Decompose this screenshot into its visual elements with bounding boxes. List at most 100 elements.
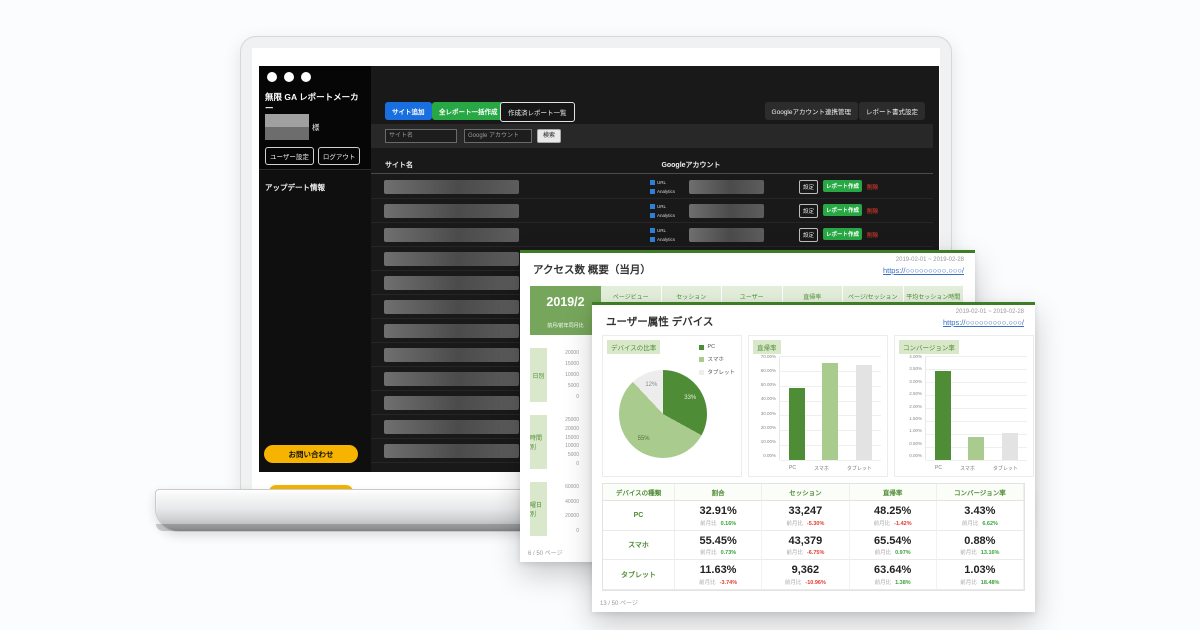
metric-change: 前月比 1.38%: [850, 578, 936, 586]
metric-value: 3.43%: [964, 505, 996, 517]
row-settings-button[interactable]: 設定: [799, 228, 819, 242]
gridline: [926, 434, 1027, 435]
change-label: 前月比: [874, 550, 892, 557]
change-label: 前月比: [961, 520, 979, 527]
create-report-button[interactable]: レポート作成: [823, 228, 863, 240]
metric-change: 前月比 -5.30%: [762, 519, 848, 527]
pie-legend: PC スマホ タブレット: [699, 344, 735, 381]
gridline: [926, 356, 1027, 357]
metric-tab[interactable]: ユーザー: [722, 286, 783, 306]
metric-change: 前月比 0.73%: [675, 548, 761, 556]
change-value: 0.73%: [720, 550, 737, 557]
window-control-dot[interactable]: [284, 72, 294, 82]
x-tick-label: タブレット: [992, 466, 1018, 472]
user-name-suffix: 様: [312, 122, 320, 132]
report-section: 時間別 25000 20000 15000 10000 5000 0: [530, 415, 598, 469]
site-name-placeholder: [384, 252, 519, 266]
metric-value: 32.91%: [699, 505, 737, 517]
delete-link[interactable]: 削除: [867, 233, 879, 239]
axis-tick: 10000: [565, 443, 579, 450]
metric-tab[interactable]: 平均セッション時間: [906, 294, 961, 301]
delete-link[interactable]: 削除: [867, 185, 879, 191]
site-name-placeholder: [384, 300, 519, 314]
logout-button[interactable]: ログアウト: [317, 147, 361, 165]
window-control-dot[interactable]: [267, 72, 277, 82]
metric-value: 9,362: [791, 564, 820, 577]
metric-tab[interactable]: 直帰率: [783, 286, 843, 306]
add-site-button[interactable]: サイト追加: [385, 102, 432, 120]
gridline: [926, 395, 1027, 396]
delete-link[interactable]: 削除: [867, 209, 879, 215]
google-account-link-button[interactable]: Googleアカウント連携管理: [764, 102, 858, 120]
axis-tick: 0: [576, 527, 579, 534]
report-site-link[interactable]: https://○○○○○○○○○.○○○/: [942, 318, 1024, 327]
metric-cell: 0.88% 前月比 13.16%: [936, 530, 1024, 561]
x-tick-label: PC: [935, 465, 942, 471]
window-control-dot[interactable]: [301, 72, 311, 82]
y-tick-label: 0.00%: [763, 452, 776, 458]
created-reports-button[interactable]: 作成済レポート一覧: [500, 102, 575, 122]
bars: [780, 356, 881, 460]
site-column-header: サイト名: [385, 162, 413, 169]
y-tick-label: 4.00%: [909, 354, 922, 359]
axis-tick: 20000: [565, 350, 579, 356]
contact-button-partial[interactable]: [269, 485, 353, 489]
site-name-input[interactable]: [385, 129, 457, 143]
legend-label: タブレット: [707, 370, 735, 376]
google-account-input[interactable]: [464, 129, 532, 143]
x-tick-label: スマホ: [814, 466, 829, 472]
create-report-button[interactable]: レポート作成: [823, 180, 863, 192]
account-column-header: Googleアカウント: [661, 162, 721, 169]
report-settings-button[interactable]: レポート書式設定: [859, 102, 925, 120]
metric-tab[interactable]: ページビュー: [601, 286, 662, 306]
change-value: -6.75%: [806, 550, 825, 557]
y-tick-label: 40.00%: [760, 396, 776, 402]
bar: [968, 437, 985, 460]
axis-tick: 15000: [565, 434, 579, 441]
metric-value: 48.25%: [873, 505, 912, 517]
bar: [856, 365, 873, 460]
toolbar: サイト追加 全レポート一括作成 作成済レポート一覧 Googleアカウント連携管…: [371, 102, 939, 122]
report-section: 日別 20000 15000 10000 5000 0: [530, 348, 598, 402]
url-link[interactable]: URL: [650, 178, 675, 187]
sidebar-item-update-info[interactable]: アップデート情報: [265, 183, 325, 192]
metric-tabs: ページビュー セッション ユーザー 直帰率 ページ/セッション 平均セッション時間: [601, 286, 963, 306]
change-label: 前月比: [699, 579, 716, 586]
url-link[interactable]: URL: [650, 226, 675, 235]
bounce-rate-panel: 直帰率 70.00% 60.00% 50.00% 40.00% 30.00% 20.00%…: [748, 335, 888, 477]
report-site-link[interactable]: https://○○○○○○○○○.○○○/: [882, 266, 964, 275]
metric-tab[interactable]: ページ/セッション: [843, 286, 904, 306]
legend-label: PC: [707, 344, 716, 350]
row-settings-button[interactable]: 設定: [799, 180, 819, 194]
link-icon: [650, 180, 655, 185]
url-link[interactable]: URL: [650, 202, 675, 211]
gridline: [926, 369, 1027, 370]
create-report-button[interactable]: レポート作成: [823, 204, 863, 216]
change-value: 0.16%: [720, 520, 737, 527]
table-column-header: コンバージョン率: [936, 484, 1024, 501]
analytics-link[interactable]: Analytics: [650, 235, 675, 244]
account-placeholder: [689, 204, 764, 218]
contact-button[interactable]: お問い合わせ: [264, 445, 358, 463]
search-button[interactable]: 検索: [537, 129, 562, 143]
x-axis-labels: PC スマホ タブレット: [780, 465, 881, 472]
bulk-create-reports-button[interactable]: 全レポート一括作成: [432, 102, 505, 120]
analytics-link[interactable]: Analytics: [650, 211, 675, 220]
change-value: 0.97%: [895, 550, 911, 557]
site-name-placeholder: [384, 324, 519, 338]
report-page-device-attributes: ユーザー属性 デバイス 2019-02-01 ~ 2019-02-28 http…: [592, 302, 1035, 612]
metric-cell: 11.63% 前月比 -3.74%: [675, 560, 763, 590]
metric-value: 33,247: [788, 505, 823, 517]
metric-tab[interactable]: セッション: [662, 286, 722, 306]
analytics-link[interactable]: Analytics: [650, 187, 675, 196]
y-axis: 4.00% 3.50% 3.00% 2.50% 2.00% 1.50% 1.00% 0.50%…: [899, 354, 925, 472]
user-settings-button[interactable]: ユーザー設定: [265, 147, 314, 165]
table-column-header: 割合: [675, 484, 763, 501]
row-settings-button[interactable]: 設定: [799, 204, 819, 218]
change-value: 1.38%: [895, 579, 911, 586]
app-logo-line1: 無限 GA レポートメーカ: [265, 92, 359, 102]
